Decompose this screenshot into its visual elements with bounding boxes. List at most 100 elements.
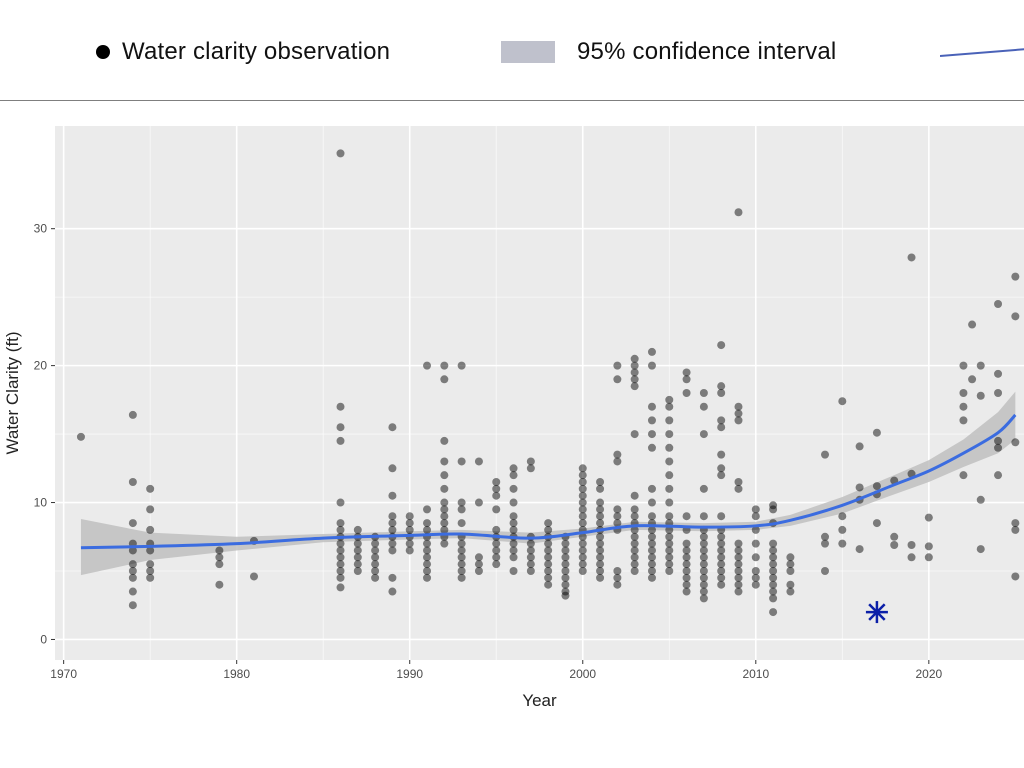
data-point [596,519,605,528]
data-point [371,539,380,548]
data-point [423,505,432,514]
data-point [578,471,587,480]
data-point [630,505,639,514]
data-point [353,567,362,575]
data-point [578,491,587,500]
data-point [561,580,570,589]
data-point [596,546,605,555]
dot-icon [96,45,110,59]
data-point [457,361,466,370]
data-point [440,375,449,384]
data-point [405,539,414,548]
data-point [215,553,224,562]
data-point [1011,519,1020,528]
data-point [786,553,795,562]
data-point [492,505,501,514]
data-point [578,553,587,562]
data-point [665,471,674,480]
data-point [578,464,587,473]
data-point [544,539,553,548]
data-point [838,512,847,521]
data-point [578,539,587,548]
data-point [734,546,743,555]
data-point [647,546,656,555]
data-point [578,567,587,575]
data-point [717,389,726,397]
data-point [578,512,587,521]
data-point [146,560,155,569]
legend-item-observation: Water clarity observation [96,38,390,66]
data-point [907,253,916,262]
data-point [336,567,345,575]
data-point [769,567,778,575]
data-point [647,539,656,548]
data-point [717,450,726,459]
data-point [924,542,933,551]
data-point [596,573,605,582]
data-point [647,560,656,569]
data-point [423,573,432,582]
x-axis: 1970 1980 1990 2000 2010 2020 [50,660,943,681]
data-point [440,512,449,521]
data-point [492,539,501,548]
data-point [440,525,449,534]
data-point [717,512,726,521]
data-point [336,583,345,592]
data-point [613,505,622,514]
data-point [561,546,570,555]
data-point [786,560,795,569]
data-point [630,361,639,370]
data-point [128,601,137,610]
data-point [872,519,881,528]
data-point [388,525,397,534]
data-point [734,553,743,562]
data-point [440,471,449,480]
data-point [492,525,501,534]
data-point [353,560,362,569]
data-point [647,567,656,575]
data-point [128,567,137,575]
data-point [336,560,345,569]
data-point [578,478,587,486]
data-point [544,546,553,555]
data-point [561,553,570,562]
data-point [613,375,622,384]
data-point [734,580,743,589]
data-point [717,382,726,391]
data-point [665,430,674,439]
data-point [371,560,380,569]
data-point [474,567,483,575]
data-point [457,553,466,562]
x-tick-label: 2000 [569,667,596,681]
legend: Water clarity observation 95% confidence… [0,0,1024,101]
data-point [492,478,501,486]
data-point [751,553,760,562]
data-point [647,361,656,370]
data-point [786,580,795,589]
x-axis-title: Year [522,691,557,710]
data-point [890,532,899,541]
data-point [959,361,968,370]
data-point [128,573,137,582]
data-point [717,573,726,582]
data-point [630,560,639,569]
data-point [457,567,466,575]
data-point [423,519,432,528]
y-axis-title: Water Clarity (ft) [3,331,22,454]
data-point [717,546,726,555]
data-point [699,594,708,603]
data-point [665,567,674,575]
y-tick-label: 0 [40,632,47,646]
data-point [388,464,397,473]
data-point [734,208,743,217]
data-point [353,546,362,555]
data-point [423,525,432,534]
data-point [665,402,674,411]
data-point [630,354,639,363]
data-point [682,580,691,589]
data-point [509,464,518,473]
data-point [509,471,518,480]
data-point [336,546,345,555]
data-point [699,539,708,548]
data-point [509,519,518,528]
